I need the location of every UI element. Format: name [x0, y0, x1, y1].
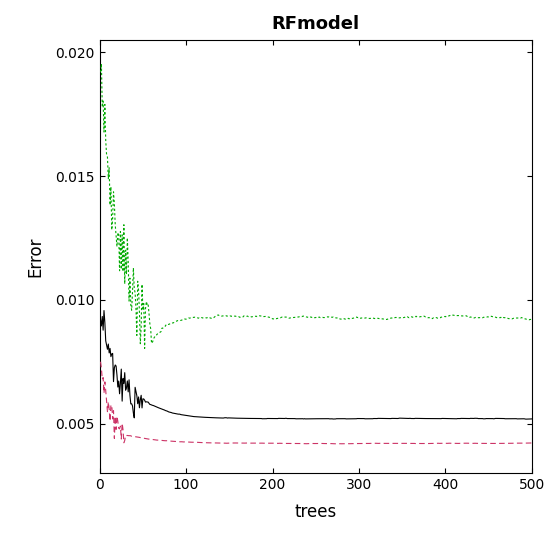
Y-axis label: Error: Error — [26, 236, 44, 277]
Title: RFmodel: RFmodel — [272, 15, 360, 33]
X-axis label: trees: trees — [295, 503, 337, 521]
